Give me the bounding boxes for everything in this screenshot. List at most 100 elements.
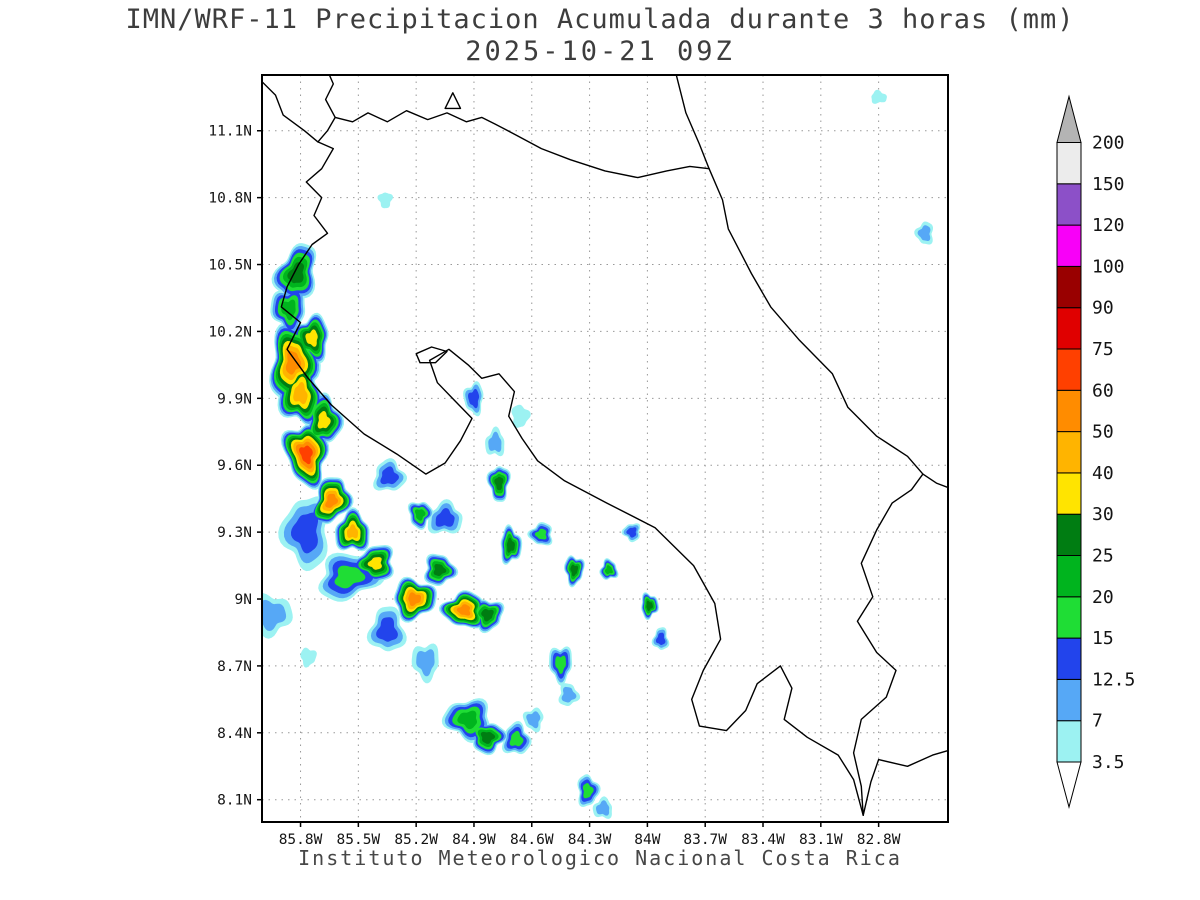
precip-contour xyxy=(416,649,435,677)
x-axis-tick-label: 82.8W xyxy=(857,832,901,848)
y-axis-tick-label: 9N xyxy=(235,592,252,608)
precip-contour xyxy=(305,329,318,347)
x-axis-tick-label: 85.2W xyxy=(394,832,438,848)
precip-contour xyxy=(300,647,317,668)
x-axis-tick-label: 83.1W xyxy=(799,832,843,848)
colorbar-label: 30 xyxy=(1092,504,1114,525)
coastline-path xyxy=(675,76,947,488)
colorbar-label: 60 xyxy=(1092,380,1114,401)
colorbar: 3.5 7 12.5 15 20 25 30 40 50 60 75 90 100 120 150 200 xyxy=(1056,94,1135,809)
x-axis-tick-label: 85.8W xyxy=(279,832,323,848)
colorbar-segment xyxy=(1056,265,1082,309)
precip-contour xyxy=(480,731,496,744)
precip-contour xyxy=(626,527,637,538)
y-axis-tick-label: 8.4N xyxy=(217,726,252,742)
colorbar-segment xyxy=(1056,472,1082,515)
y-axis-tick-label: 9.6N xyxy=(217,458,252,474)
colorbar-below-min-triangle xyxy=(1056,761,1082,809)
colorbar-segment xyxy=(1056,596,1082,639)
precip-contour xyxy=(376,617,398,642)
precip-contour xyxy=(561,686,577,703)
gridlines-layer xyxy=(263,76,947,821)
map-plot-area xyxy=(263,76,947,821)
y-axis-tick-label: 10.5N xyxy=(208,258,252,274)
footer-credit: Instituto Meteorologico Nacional Costa R… xyxy=(298,846,902,870)
precip-contour xyxy=(570,564,579,577)
colorbar-label: 150 xyxy=(1092,174,1125,195)
precip-contour xyxy=(468,388,480,409)
valid-time-subtitle: 2025-10-21 09Z xyxy=(465,36,735,67)
precip-contour xyxy=(408,592,421,607)
precip-contour xyxy=(582,783,594,799)
colorbar-segment xyxy=(1056,513,1082,557)
y-axis-tick-label: 10.2N xyxy=(208,324,252,340)
colorbar-label: 12.5 xyxy=(1092,669,1135,690)
colorbar-segment xyxy=(1056,637,1082,680)
y-axis-tick-label: 11.1N xyxy=(208,124,252,140)
x-axis-tick-label: 84W xyxy=(634,832,660,848)
precipitation-layer xyxy=(263,89,933,819)
precip-contour xyxy=(488,431,502,452)
colorbar-label: 40 xyxy=(1092,463,1114,484)
colorbar-segment xyxy=(1056,142,1082,185)
precip-contour xyxy=(334,565,366,589)
colorbar-label: 25 xyxy=(1092,546,1114,567)
precip-contour xyxy=(285,350,302,375)
island-outline xyxy=(444,92,462,110)
colorbar-label: 50 xyxy=(1092,422,1114,443)
y-axis-tick-label: 9.3N xyxy=(217,525,252,541)
precip-contour xyxy=(511,404,531,428)
colorbar-segment xyxy=(1056,678,1082,722)
colorbar-label: 15 xyxy=(1092,628,1114,649)
colorbar-segment xyxy=(1056,183,1082,226)
island-outline xyxy=(415,346,448,364)
colorbar-label: 120 xyxy=(1092,215,1125,236)
precip-contour xyxy=(415,509,426,521)
precip-contour xyxy=(380,466,399,485)
precip-contour xyxy=(509,730,524,747)
precip-contour xyxy=(596,800,610,816)
precip-contour xyxy=(299,445,313,465)
colorbar-segment xyxy=(1056,348,1082,391)
precip-contour xyxy=(367,557,382,570)
precip-contour xyxy=(494,476,504,491)
x-axis-tick-label: 83.4W xyxy=(741,832,785,848)
y-axis-tick-label: 10.8N xyxy=(208,191,252,207)
precip-contour xyxy=(433,564,447,576)
precip-contour xyxy=(646,600,653,612)
precip-contour xyxy=(377,192,393,209)
precip-contour xyxy=(325,493,338,508)
y-axis-tick-label: 9.9N xyxy=(217,391,252,407)
colorbar-label: 200 xyxy=(1092,133,1125,154)
precip-contour xyxy=(655,632,666,645)
precip-contour xyxy=(917,225,931,241)
x-axis-tick-label: 84.6W xyxy=(510,832,554,848)
colorbar-label: 7 xyxy=(1092,711,1103,732)
x-axis-tick-label: 83.7W xyxy=(683,832,727,848)
y-axis-tick-label: 8.7N xyxy=(217,659,252,675)
coastline-path xyxy=(317,110,710,179)
colorbar-label: 3.5 xyxy=(1092,752,1125,773)
precip-contour xyxy=(481,609,494,622)
colorbar-segment xyxy=(1056,389,1082,433)
precip-contour xyxy=(291,512,318,554)
precip-contour xyxy=(293,382,308,405)
coastline-path xyxy=(263,81,947,816)
colorbar-label: 100 xyxy=(1092,256,1125,277)
precip-contour xyxy=(534,528,547,540)
colorbar-segment xyxy=(1056,555,1082,598)
precip-contour xyxy=(605,565,613,575)
axes-layer: 85.8W 85.5W 85.2W 84.9W 84.6W 84.3W 84W 83.7W 83… xyxy=(208,124,900,848)
colorbar-segment xyxy=(1056,720,1082,763)
y-axis-tick-label: 8.1N xyxy=(217,793,252,809)
precip-contour xyxy=(871,89,887,104)
coastline-path xyxy=(324,76,336,119)
colorbar-label: 90 xyxy=(1092,298,1114,319)
colorbar-above-max-triangle xyxy=(1056,94,1082,143)
colorbar-segment xyxy=(1056,224,1082,267)
precip-contour xyxy=(457,710,477,730)
map-frame xyxy=(261,74,949,823)
x-axis-tick-label: 84.9W xyxy=(452,832,496,848)
